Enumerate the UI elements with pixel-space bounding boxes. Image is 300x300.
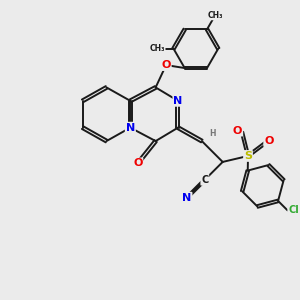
Text: N: N <box>126 123 135 133</box>
Text: H: H <box>209 129 215 138</box>
Text: O: O <box>133 158 142 168</box>
Text: O: O <box>233 126 242 136</box>
Text: N: N <box>182 193 192 203</box>
Text: Cl: Cl <box>288 206 299 215</box>
Text: O: O <box>161 60 171 70</box>
Text: CH₃: CH₃ <box>208 11 223 20</box>
Text: S: S <box>244 151 252 161</box>
Text: CH₃: CH₃ <box>149 44 165 53</box>
Text: N: N <box>173 96 183 106</box>
Text: C: C <box>201 175 208 185</box>
Text: O: O <box>264 136 274 146</box>
